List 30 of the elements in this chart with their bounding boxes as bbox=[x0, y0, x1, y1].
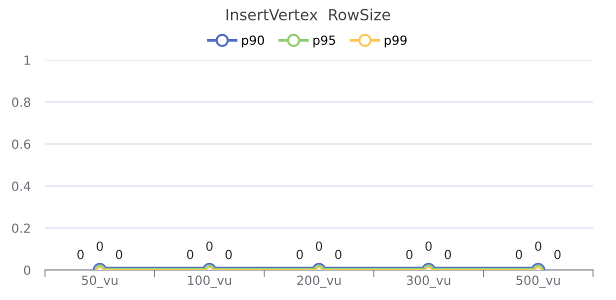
data-label: 0 bbox=[296, 250, 303, 260]
legend-label: p90 bbox=[242, 35, 264, 48]
data-label: 0 bbox=[444, 250, 451, 260]
chart-title: InsertVertex RowSize bbox=[226, 8, 390, 20]
data-label: 0 bbox=[77, 250, 84, 260]
y-tick-label: 0.8 bbox=[12, 97, 30, 107]
legend-label: p99 bbox=[384, 35, 407, 48]
data-label: 0 bbox=[226, 250, 232, 260]
y-tick-label: 1 bbox=[24, 56, 30, 65]
x-tick-label: 300_vu bbox=[406, 276, 450, 288]
data-label: 0 bbox=[116, 250, 122, 260]
y-tick-label: 0.6 bbox=[12, 139, 30, 149]
data-label: 0 bbox=[425, 241, 432, 251]
data-label: 0 bbox=[206, 241, 213, 251]
x-tick-label: 200_vu bbox=[297, 276, 341, 288]
x-tick-label: 500_vu bbox=[516, 276, 560, 288]
y-tick-label: 0.4 bbox=[12, 181, 30, 191]
data-label: 0 bbox=[554, 250, 561, 260]
x-tick-label: 100_vu bbox=[188, 276, 231, 288]
legend-label: p95 bbox=[313, 35, 336, 48]
data-label: 0 bbox=[535, 241, 542, 251]
y-tick-label: 0.2 bbox=[12, 223, 30, 233]
y-tick-label: 0 bbox=[24, 265, 30, 275]
data-label: 0 bbox=[186, 250, 194, 260]
data-label: 0 bbox=[96, 241, 103, 251]
data-label: 0 bbox=[316, 241, 322, 251]
data-label: 0 bbox=[335, 250, 342, 260]
data-label: 0 bbox=[406, 250, 412, 260]
data-label: 0 bbox=[516, 250, 522, 260]
x-tick-label: 50_vu bbox=[82, 276, 118, 288]
